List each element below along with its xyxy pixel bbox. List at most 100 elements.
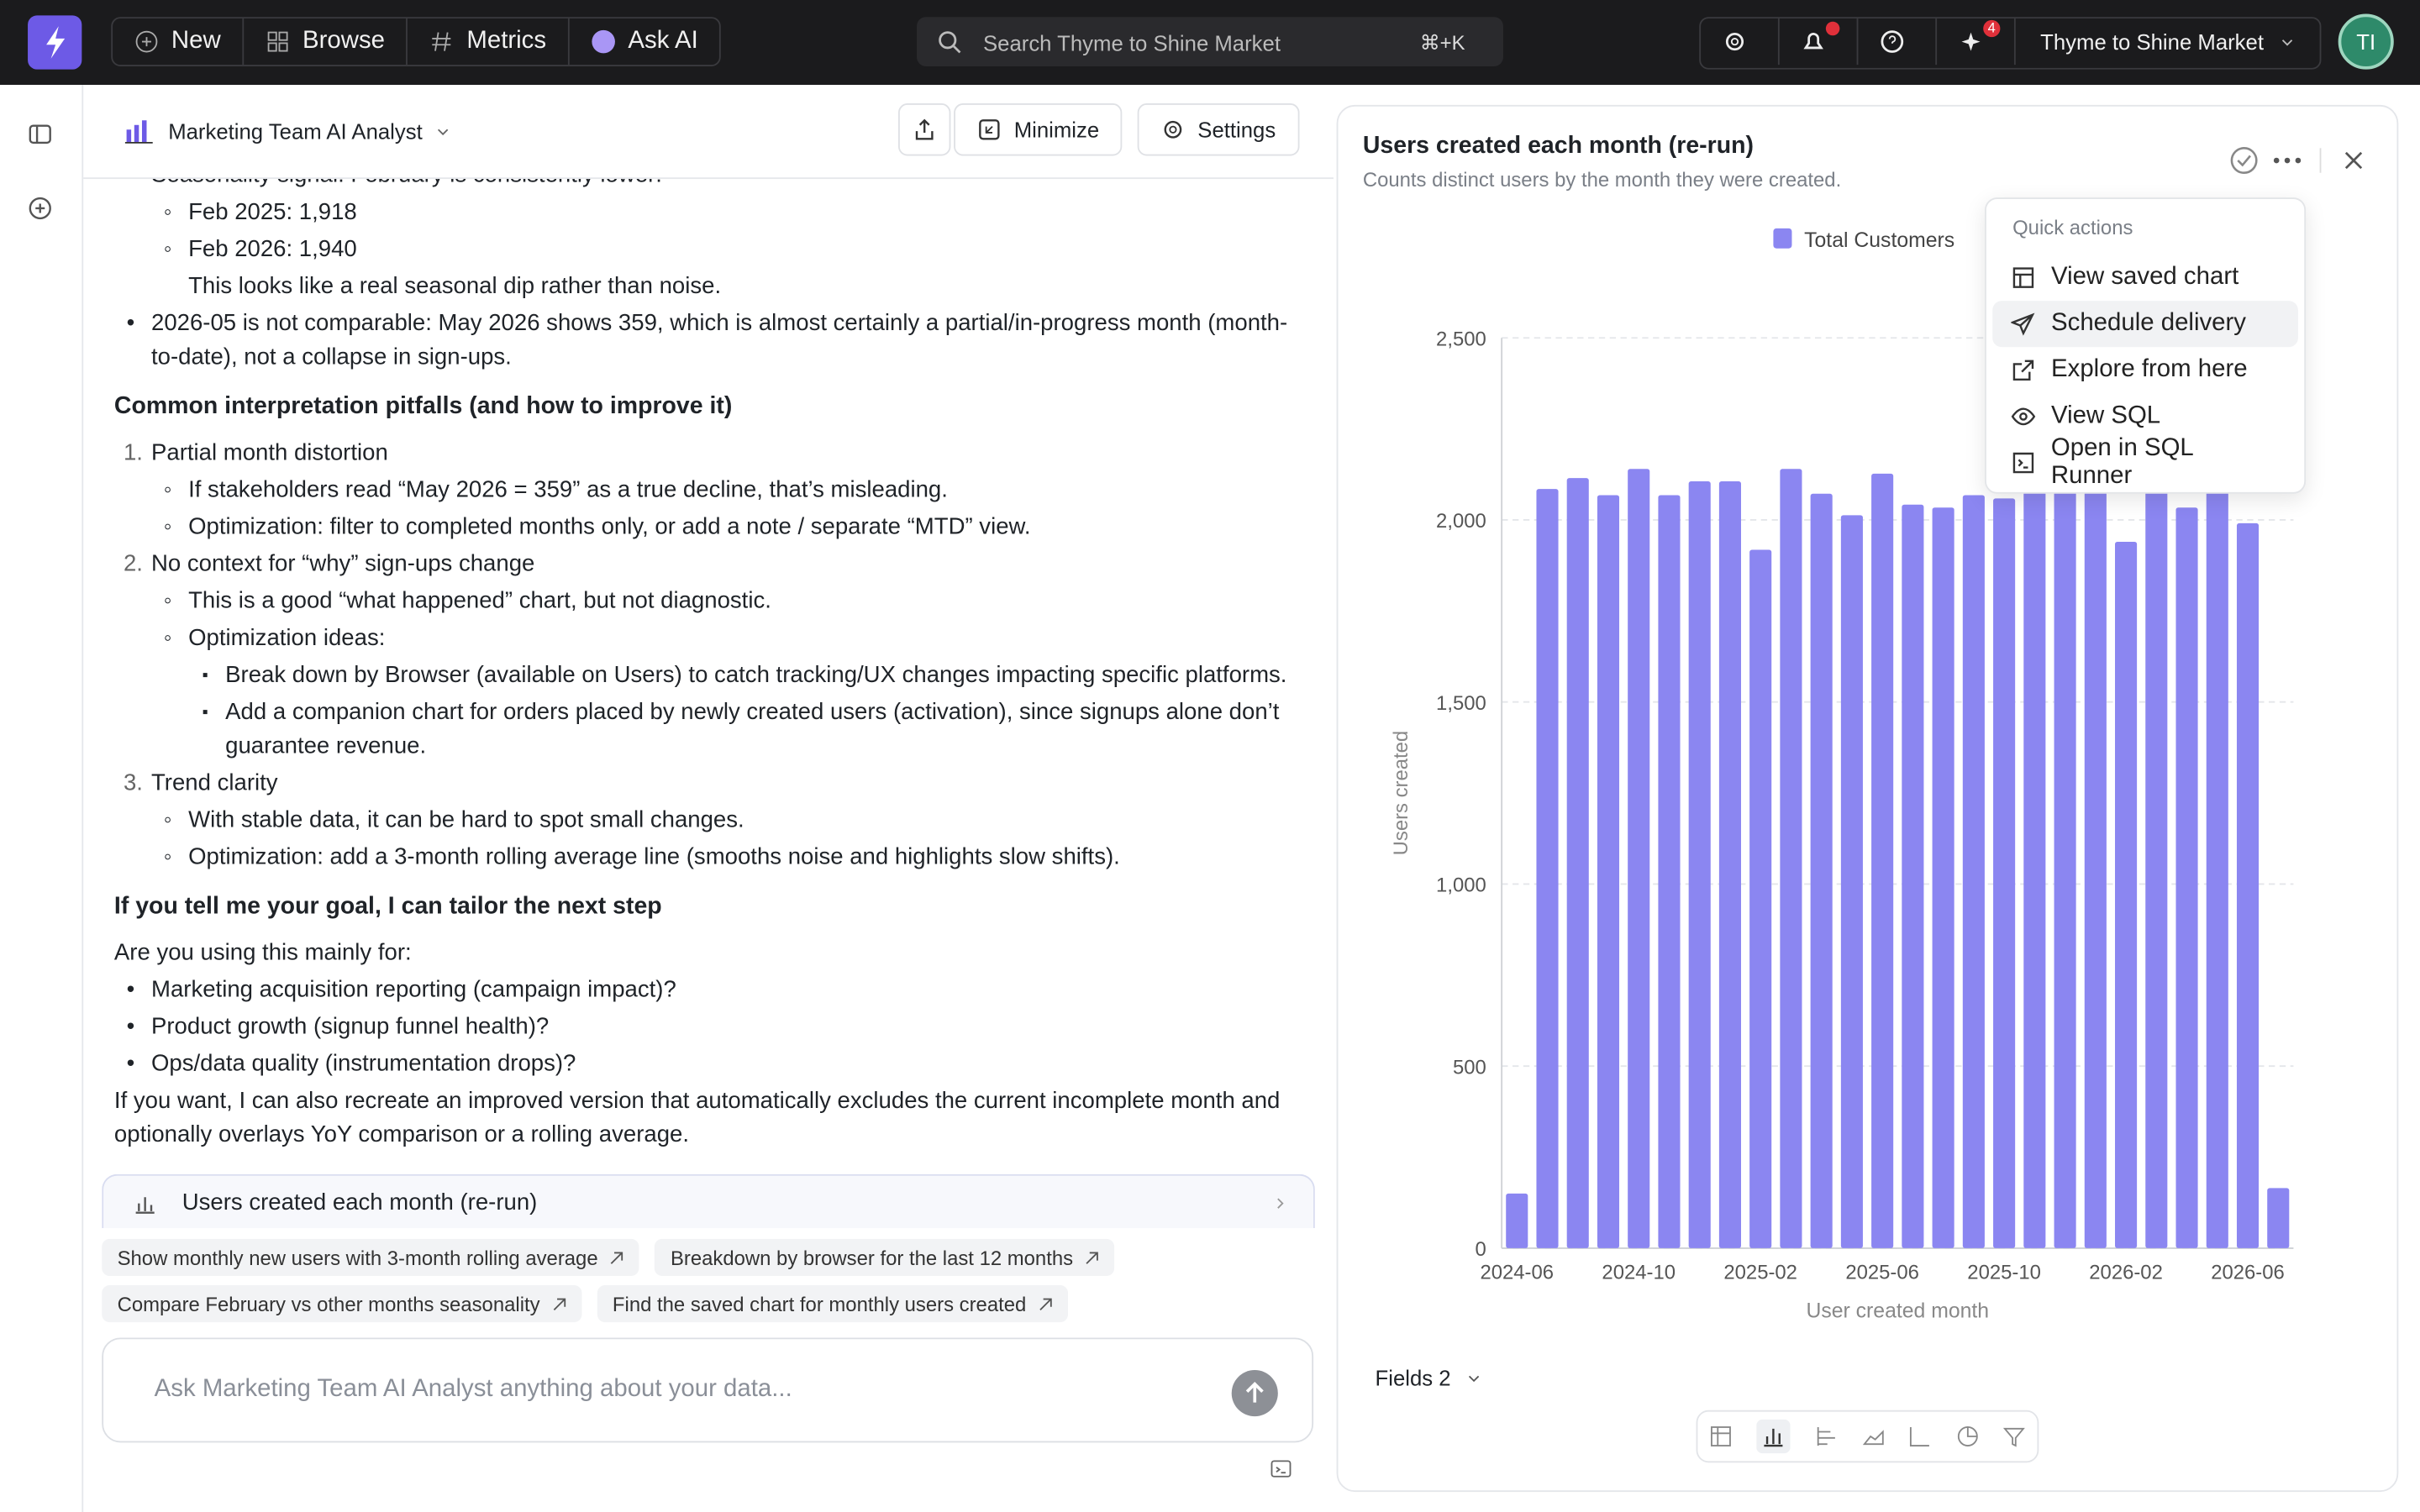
text: Feb 2026: 1,940 [188, 236, 357, 263]
message-list-item: Marketing acquisition reporting (campaig… [114, 974, 1310, 1007]
chevron [437, 129, 449, 136]
arrow-icon [1039, 1297, 1052, 1310]
menu-item[interactable]: Schedule delivery [1992, 301, 2298, 348]
text: Feb 2025: 1,918 [188, 198, 357, 226]
arrow [553, 1297, 566, 1310]
top-bar: New Browse Metrics Ask AI Search Thyme t… [0, 0, 2420, 86]
menu-item[interactable]: View SQL [1992, 393, 2298, 439]
text: Optimization: add a 3-month rolling aver… [188, 843, 1120, 870]
text: With stable data, it can be hard to spot… [188, 806, 744, 833]
message-list-item: Feb 2026: 1,940 [114, 233, 1310, 266]
menu-icon [2012, 452, 2034, 474]
fields-toggle[interactable]: Fields 2 [1376, 1366, 1482, 1390]
message-paragraph: If you want, I can also recreate an impr… [114, 1084, 1310, 1152]
arrow-icon [553, 1297, 566, 1310]
more-icon[interactable] [2272, 145, 2303, 176]
search-placeholder: Search Thyme to Shine Market [983, 30, 1281, 56]
bar-icon[interactable] [1756, 1419, 1791, 1454]
text: Marketing acquisition reporting (campaig… [151, 976, 676, 1003]
pie-icon[interactable] [1956, 1425, 1978, 1447]
minimize-button[interactable]: Minimize [954, 103, 1123, 156]
menu-item[interactable]: Explore from here [1992, 347, 2298, 393]
icon [432, 32, 452, 51]
sidebar [0, 85, 84, 1512]
icon [1961, 32, 1981, 51]
send-button[interactable] [1231, 1370, 1278, 1417]
text: Break down by Browser (available on User… [225, 661, 1287, 689]
share-button[interactable] [897, 103, 951, 156]
panel-toggle-icon[interactable] [28, 122, 52, 146]
help-button[interactable] [1858, 18, 1938, 66]
text: Optimization: filter to completed months… [188, 513, 1031, 540]
arrow [1039, 1297, 1052, 1310]
icon-path [2011, 312, 2035, 336]
message-list-item: Ops/data quality (instrumentation drops)… [114, 1047, 1310, 1081]
settings-button[interactable] [1701, 18, 1780, 66]
suggestion-chip[interactable]: Breakdown by browser for the last 12 mon… [655, 1238, 1115, 1276]
new-chat-icon[interactable] [28, 196, 52, 220]
nav-browse[interactable]: Browse [244, 18, 408, 66]
search[interactable]: Search Thyme to Shine Market ⌘+K [917, 17, 1503, 66]
funnel-icon[interactable] [2002, 1425, 2025, 1447]
nav-new[interactable]: New [113, 18, 245, 66]
chart-card[interactable]: Users created each month (re-run) [102, 1173, 1315, 1229]
chart-title: Users created each month (re-run) [1362, 132, 1754, 160]
avatar[interactable]: TI [2338, 13, 2394, 70]
search-shortcut: ⌘+K [1419, 30, 1465, 55]
chip-label: Breakdown by browser for the last 12 mon… [670, 1246, 1074, 1269]
arrow-icon [1086, 1251, 1099, 1264]
message-list-item: Optimization: filter to completed months… [114, 511, 1310, 544]
text: Common interpretation pitfalls (and how … [113, 393, 733, 420]
message-heading: Common interpretation pitfalls (and how … [114, 391, 1310, 424]
menu-icon [2011, 407, 2036, 426]
chat-header: Marketing Team AI Analyst Minimize Setti… [83, 85, 1334, 180]
arrow-icon [611, 1251, 623, 1264]
message-list-item: Product growth (signup funnel health)? [114, 1011, 1310, 1044]
close-icon[interactable] [2343, 150, 2365, 171]
nav-metrics[interactable]: Metrics [408, 18, 570, 66]
menu-item[interactable]: View saved chart [1992, 255, 2298, 301]
verified-icon[interactable] [2228, 145, 2260, 176]
text: No context for “why” sign-ups change [151, 550, 535, 577]
menu-label: View SQL [2051, 402, 2161, 429]
icon-path [2012, 267, 2034, 288]
logo[interactable] [28, 15, 82, 70]
suggestion-chip[interactable]: Compare February vs other months seasona… [102, 1285, 582, 1323]
message-body: Seasonality signal: February is consiste… [114, 179, 1310, 1152]
notifications-button[interactable] [1780, 18, 1859, 66]
chevron [1468, 1375, 1480, 1383]
text: This is a good “what happened” chart, bu… [188, 587, 771, 615]
menu-item[interactable]: Open in SQL Runner [1992, 435, 2298, 489]
table-icon[interactable] [1710, 1425, 1732, 1447]
horizontal-bar-icon[interactable] [1816, 1425, 1838, 1447]
quick-actions-menu: Quick actions View saved chart Schedule d… [1985, 197, 2307, 494]
button-label: Settings [1197, 117, 1276, 142]
text: Add a companion chart for orders placed … [225, 699, 1280, 759]
suggestion-chip[interactable]: Show monthly new users with 3-month roll… [102, 1238, 640, 1276]
chat-input[interactable]: Ask Marketing Team AI Analyst anything a… [102, 1337, 1314, 1443]
chart-subtitle: Counts distinct users by the month they … [1362, 168, 1842, 192]
line-icon[interactable] [1910, 1425, 1932, 1447]
suggestion-chip[interactable]: Find the saved chart for monthly users c… [597, 1285, 1068, 1323]
arrow [611, 1251, 623, 1264]
console-icon[interactable] [1270, 1458, 1292, 1480]
icon [979, 119, 1000, 140]
nav-ask-ai[interactable]: Ask AI [570, 18, 720, 65]
chip-label: Show monthly new users with 3-month roll… [117, 1246, 598, 1269]
org-name: Thyme to Shine Market [2040, 29, 2265, 55]
suggestions: Show monthly new users with 3-month roll… [102, 1238, 1322, 1417]
agent-name[interactable]: Marketing Team AI Analyst [168, 118, 423, 144]
icon [135, 30, 158, 53]
org-switcher[interactable]: Thyme to Shine Market [2016, 18, 2319, 65]
message-list-item: Feb 2025: 1,918 [114, 196, 1310, 229]
area-icon[interactable] [1862, 1425, 1885, 1447]
text: Partial month distortion [151, 439, 388, 466]
message-paragraph: Are you using this mainly for: [114, 937, 1310, 970]
settings-button[interactable]: Settings [1137, 103, 1299, 156]
icon [267, 31, 288, 52]
text: Are you using this mainly for: [113, 939, 412, 966]
message-list-item: Optimization: add a 3-month rolling aver… [114, 841, 1310, 874]
text: Product growth (signup funnel health)? [151, 1013, 550, 1040]
ai-button[interactable]: 4 [1937, 18, 2016, 66]
